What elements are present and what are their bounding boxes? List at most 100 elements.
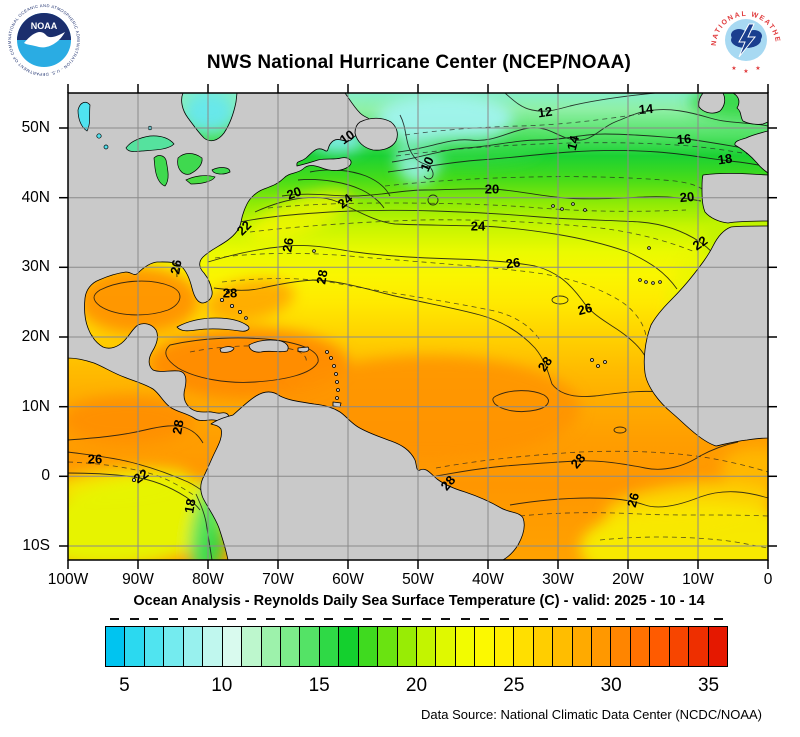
colorbar-cell-tick xyxy=(382,618,392,620)
x-axis-tick-label: 50W xyxy=(402,571,434,588)
colorbar-tick-label: 5 xyxy=(119,675,130,696)
ireland-landmass xyxy=(698,93,726,114)
contour-label: 28 xyxy=(169,418,187,436)
noaa-seagull-icon xyxy=(24,31,65,48)
colorbar-cell-tick xyxy=(441,618,451,620)
colorbar-tick-label: 25 xyxy=(503,675,525,696)
page-title: NWS National Hurricane Center (NCEP/NOAA… xyxy=(206,52,632,73)
colorbar-tick-label: 10 xyxy=(211,675,233,696)
colorbar-cell xyxy=(494,627,515,666)
colorbar-cell xyxy=(455,627,476,666)
map-frame xyxy=(59,84,777,569)
colorbar-cell-tick xyxy=(207,618,217,620)
isotherm-contours-solid xyxy=(68,93,768,560)
contour-label: 14 xyxy=(638,100,654,118)
nws-star-icon: ★ xyxy=(743,68,748,75)
colorbar-cell-tick xyxy=(363,618,373,620)
colorbar-tick-label: 35 xyxy=(697,675,720,696)
y-axis-tick-label: 0 xyxy=(41,467,50,485)
colorbar-cell-tick xyxy=(694,618,704,620)
nws-star-icon: ★ xyxy=(755,65,760,72)
noaa-text: NOAA xyxy=(31,21,58,31)
contour-label: 28 xyxy=(222,285,238,301)
contour-label: 18 xyxy=(181,497,199,515)
colorbar-cell xyxy=(689,627,709,666)
contour-label: 16 xyxy=(676,130,692,148)
nws-logo: NATIONAL WEATHER SERVICE ★ ★ ★ xyxy=(708,2,779,75)
jamaica-island xyxy=(219,346,235,353)
colorbar-cell-tick xyxy=(519,618,529,620)
colorbar-cell xyxy=(572,627,592,666)
y-axis-tick-label: 20N xyxy=(21,328,50,345)
cuba-island xyxy=(176,317,250,332)
colorbar-cell xyxy=(417,627,437,666)
colorbar-cell-tick xyxy=(110,618,120,620)
colorbar-cell xyxy=(514,627,534,666)
x-axis-tick-label: 70W xyxy=(262,571,294,588)
x-axis-tick-label: 100W xyxy=(47,571,89,588)
colorbar-cell xyxy=(630,627,651,666)
colorbar-cell-tick xyxy=(246,618,256,620)
colorbar-cell xyxy=(300,627,320,666)
x-axis-tick-label: 90W xyxy=(122,571,154,588)
colorbar-cell-tick xyxy=(304,618,314,620)
colorbar-cell xyxy=(125,627,145,666)
graticule-grid xyxy=(68,93,768,560)
colorbar-cell xyxy=(242,627,262,666)
contour-label: 26 xyxy=(87,451,103,467)
colorbar-cell-tick xyxy=(285,618,295,620)
colorbar-cell-tick xyxy=(558,618,568,620)
newfoundland-island xyxy=(354,117,398,151)
colorbar-cell-tick xyxy=(616,618,626,620)
contour-label: 28 xyxy=(313,268,331,286)
colorbar-cell xyxy=(164,627,184,666)
colorbar-tick-label: 20 xyxy=(405,675,428,696)
africa-landmass xyxy=(643,225,768,447)
colorbar-cell xyxy=(222,627,243,666)
contour-label: 26 xyxy=(167,258,185,276)
y-axis-tick-label: 30N xyxy=(21,258,50,276)
north-america-landmass xyxy=(68,93,371,422)
colorbar-cell-tick xyxy=(635,618,645,620)
contour-label: 26 xyxy=(279,236,297,254)
colorbar-cell xyxy=(553,627,573,666)
uk-landmass xyxy=(732,93,768,125)
colorbar-cell xyxy=(144,627,165,666)
colorbar-cell-tick xyxy=(674,618,684,620)
colorbar-cell-tick xyxy=(324,618,334,620)
colorbar-cell-tick xyxy=(538,618,548,620)
colorbar-cell xyxy=(106,627,126,666)
colorbar-cell-tick xyxy=(460,618,470,620)
colorbar-cell-tick xyxy=(713,618,723,620)
colorbar-cell xyxy=(533,627,554,666)
y-axis-tick-label: 50N xyxy=(21,119,50,136)
colorbar-cell-tick xyxy=(149,618,159,620)
nws-lightning-bolt-icon xyxy=(738,23,757,58)
colorbar-cell-tick xyxy=(129,618,139,620)
colorbar-cell xyxy=(261,627,281,666)
colorbar-cell-tick xyxy=(421,618,431,620)
x-axis-tick-label: 20W xyxy=(612,571,644,588)
contour-label: 18 xyxy=(716,150,734,168)
contour-label: 26 xyxy=(504,254,522,272)
colorbar-cell-tick xyxy=(343,618,353,620)
x-axis-tick-label: 40W xyxy=(472,571,504,588)
colorbar-cell-tick xyxy=(402,618,412,620)
puerto-rico-island xyxy=(297,346,310,353)
colorbar-cell-tick xyxy=(188,618,198,620)
colorbar-cell-tick xyxy=(655,618,665,620)
y-axis-tick-label: 10S xyxy=(22,537,50,554)
colorbar-cell xyxy=(475,627,495,666)
colorbar-cell xyxy=(358,627,379,666)
colorbar-cell-tick xyxy=(499,618,509,620)
colorbar-cell xyxy=(319,627,340,666)
colorbar-cell xyxy=(280,627,301,666)
colorbar-cell-tick xyxy=(596,618,606,620)
colorbar-cell xyxy=(339,627,359,666)
y-axis-tick-label: 10N xyxy=(21,397,50,415)
data-source-text: Data Source: National Climatic Data Cent… xyxy=(421,707,762,722)
colorbar-tick-label: 30 xyxy=(600,675,622,696)
colorbar-cell xyxy=(397,627,417,666)
colorbar-cell xyxy=(591,627,612,666)
